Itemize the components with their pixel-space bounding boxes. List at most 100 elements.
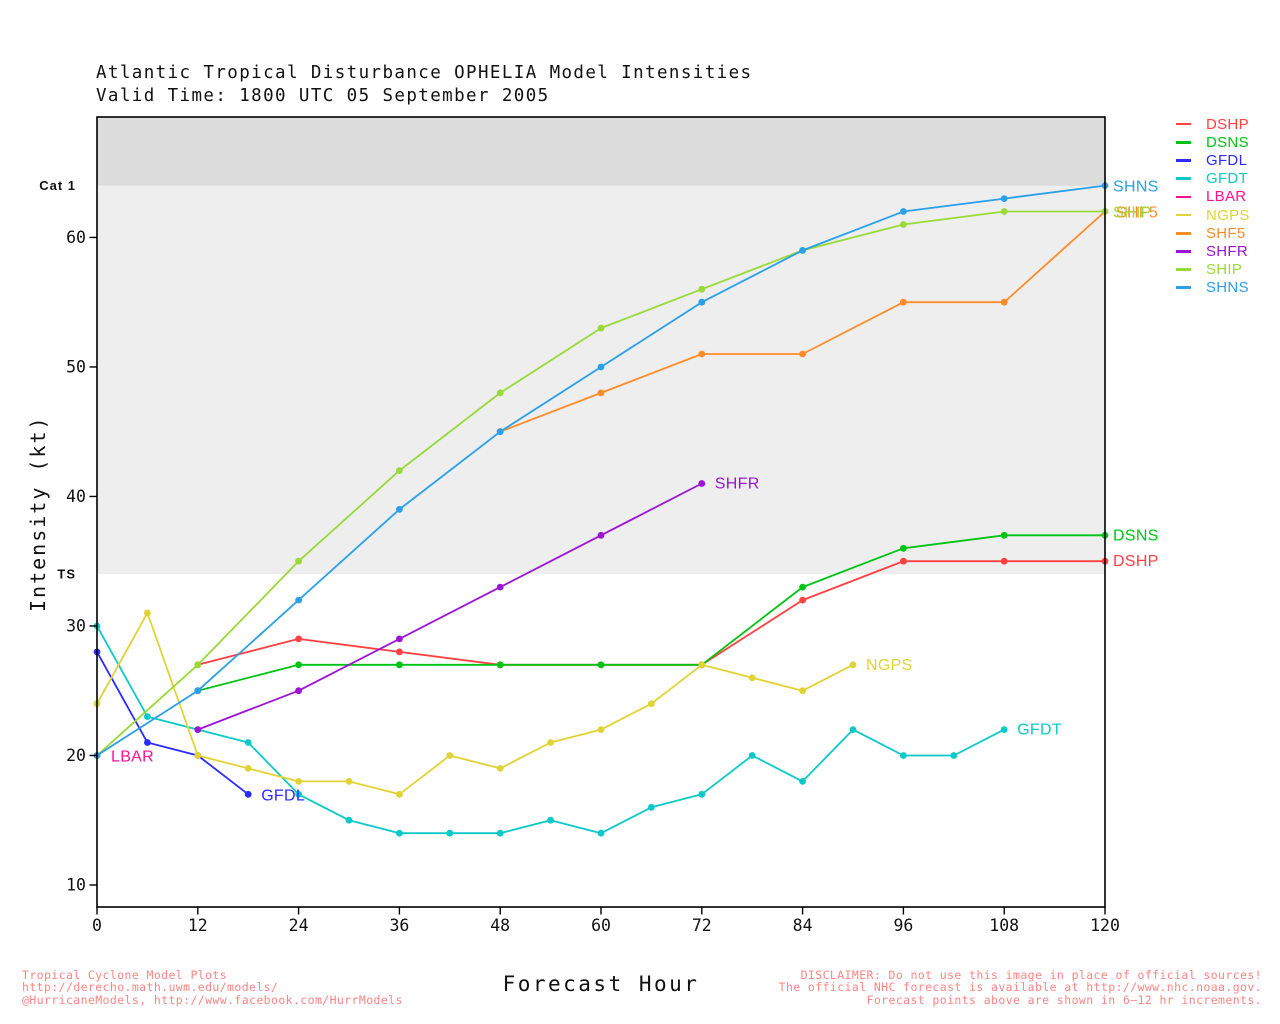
series-SHNS-point — [799, 247, 806, 254]
series-DSHP-line — [197, 560, 1105, 666]
series-GFDL-point — [144, 739, 151, 746]
series-SHNS-point — [900, 208, 907, 215]
series-NGPS-point — [698, 661, 706, 669]
series-GFDT-point — [698, 790, 706, 798]
series-GFDT-point — [748, 752, 756, 759]
series-GFDT-point — [597, 829, 605, 837]
legend-swatch-DSNS — [1176, 140, 1191, 144]
series-NGPS-point — [244, 765, 252, 772]
series-DSHP-point — [900, 557, 907, 565]
legend-swatch-SHNS — [1176, 286, 1191, 290]
curve-label-SHFR: SHFR — [715, 476, 760, 493]
series-SHNS-point — [597, 363, 605, 371]
chart-header: Atlantic Tropical Disturbance OPHELIA Mo… — [96, 62, 752, 108]
legend-label-SHFR: SHFR — [1206, 242, 1249, 260]
legend-label-DSHP: DSHP — [1206, 115, 1249, 133]
intensity-bands — [97, 117, 1105, 575]
x-tick-label: 108 — [989, 916, 1019, 935]
series-NGPS-point — [648, 700, 655, 708]
chart-title: Atlantic Tropical Disturbance OPHELIA Mo… — [96, 63, 753, 83]
x-tick-label: 72 — [692, 916, 712, 935]
series-NGPS-point — [547, 739, 554, 746]
curve-label-GFDL: GFDL — [261, 787, 305, 804]
series-SHFR-point — [698, 480, 706, 487]
series-SHIP-point — [396, 467, 403, 474]
series-SHNS-point — [396, 506, 403, 513]
legend-swatch-SHF5 — [1176, 231, 1191, 235]
legend-label-SHNS: SHNS — [1206, 279, 1249, 297]
y-tick-label: 50 — [66, 357, 86, 376]
series-NGPS-point — [396, 790, 403, 798]
series-SHNS-point — [295, 596, 302, 604]
legend-swatch-LBAR — [1176, 195, 1191, 199]
x-tick-label: 60 — [591, 916, 611, 935]
chart-subtitle: Valid Time: 1800 UTC 05 September 2005 — [96, 86, 550, 106]
series-SHIP-point — [1000, 208, 1008, 215]
legend-swatch-SHIP — [1176, 268, 1191, 271]
series-NGPS-point — [597, 726, 605, 733]
series-SHF5-point — [1000, 298, 1008, 306]
legend-label-DSNS: DSNS — [1206, 133, 1249, 151]
series-SHFR-point — [496, 583, 504, 591]
band-labels: TS Cat 1 — [39, 178, 76, 582]
series-GFDT-point — [496, 829, 504, 837]
footer-disclaimer: DISCLAIMER: Do not use this image in pla… — [778, 969, 1262, 1007]
band-label-ts: TS — [57, 567, 76, 582]
series-NGPS — [93, 609, 857, 798]
series-GFDL-line — [96, 651, 249, 796]
legend-label-GFDT: GFDT — [1206, 170, 1249, 188]
curve-label-LBAR: LBAR — [111, 749, 154, 766]
legend-label-NGPS: NGPS — [1206, 206, 1250, 224]
series-DSNS-point — [295, 661, 302, 669]
series-GFDT-point — [547, 816, 554, 824]
band-cat-1 — [97, 117, 1105, 186]
curve-label-DSNS: DSNS — [1113, 527, 1159, 544]
series-GFDL-point — [244, 790, 252, 798]
band-ts — [97, 185, 1105, 575]
series-GFDT-point — [396, 829, 403, 837]
x-tick-label: 120 — [1090, 916, 1120, 935]
series-NGPS-point — [849, 661, 857, 669]
series-SHF5-point — [799, 350, 806, 358]
series-GFDT-point — [244, 739, 252, 746]
footer-disclaimer-line2: The official NHC forecast is available a… — [778, 980, 1262, 995]
x-tick-label: 84 — [793, 916, 813, 935]
legend-swatch-SHFR — [1176, 250, 1191, 253]
series-SHIP-point — [597, 324, 605, 332]
series-GFDT-point — [950, 752, 958, 759]
footer-credit-url: http://derecho.math.uwm.edu/models/ — [22, 980, 279, 995]
curve-label-NGPS: NGPS — [866, 657, 913, 674]
series-SHFR-point — [396, 635, 403, 643]
x-tick-label: 0 — [92, 916, 102, 935]
legend-item-LBAR: LBAR — [1176, 188, 1250, 206]
series-DSHP-point — [396, 648, 403, 656]
footer-credit-social: @HurricaneModels, http://www.facebook.co… — [22, 992, 403, 1007]
series-SHFR-point — [597, 531, 605, 539]
x-tick-label: 96 — [893, 916, 913, 935]
legend-item-SHIP: SHIP — [1176, 261, 1250, 279]
legend-swatch-NGPS — [1176, 213, 1191, 217]
footer-disclaimer-line3: Forecast points above are shown in 6–12 … — [866, 992, 1262, 1007]
series-SHFR-line — [197, 482, 703, 731]
series-SHNS-point — [1000, 195, 1008, 203]
x-axis-label: Forecast Hour — [502, 972, 700, 996]
y-tick-label: 10 — [66, 875, 86, 894]
curve-label-SHF5: SHF5 — [1116, 205, 1158, 222]
series-SHNS-point — [698, 298, 706, 306]
series-NGPS-line — [96, 612, 854, 796]
legend-item-SHNS: SHNS — [1176, 279, 1250, 297]
series-NGPS-point — [799, 687, 806, 695]
series-NGPS-point — [748, 674, 756, 682]
legend-label-GFDL: GFDL — [1206, 151, 1248, 169]
series-GFDT — [93, 622, 1008, 837]
series-DSNS-point — [496, 661, 504, 669]
series-DSNS-point — [799, 583, 806, 591]
legend-item-NGPS: NGPS — [1176, 206, 1250, 224]
series-NGPS-point — [345, 778, 353, 785]
x-tick-label: 12 — [188, 916, 208, 935]
series-GFDT-point — [648, 803, 655, 811]
series-NGPS-point — [496, 765, 504, 772]
